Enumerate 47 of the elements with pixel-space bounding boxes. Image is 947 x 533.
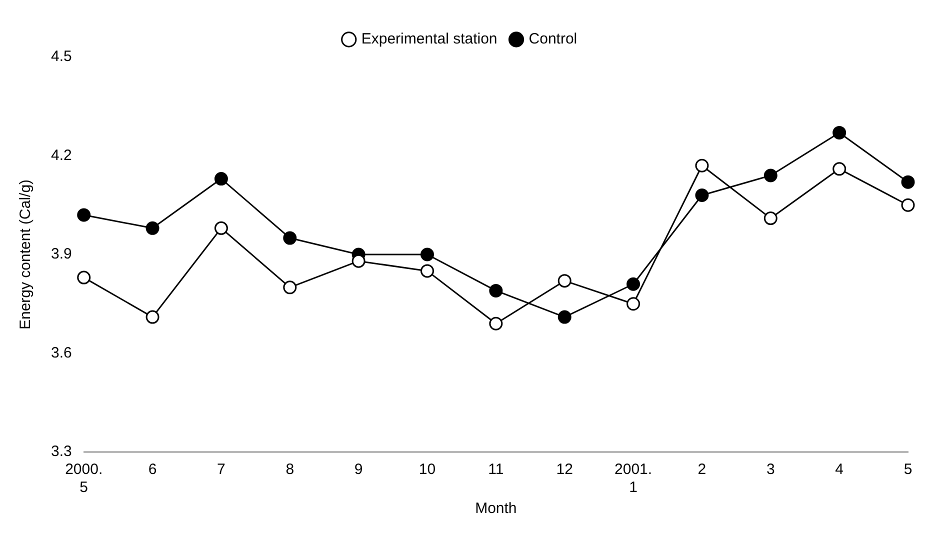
x-tick-label: 2001. 1 bbox=[614, 461, 652, 496]
point bbox=[420, 248, 434, 262]
point bbox=[832, 126, 846, 140]
x-tick-label: 12 bbox=[556, 461, 573, 478]
x-tick-label: 2 bbox=[698, 461, 706, 478]
point bbox=[489, 284, 503, 298]
legend-label: Control bbox=[528, 30, 578, 48]
x-tick-label: 6 bbox=[148, 461, 157, 478]
x-tick-label: 4 bbox=[835, 461, 844, 478]
y-tick-label: 4.5 bbox=[50, 48, 72, 66]
point bbox=[420, 264, 434, 278]
point bbox=[558, 310, 572, 324]
point bbox=[832, 162, 846, 176]
point bbox=[77, 270, 91, 284]
point bbox=[214, 172, 228, 186]
x-tick-label: 10 bbox=[418, 461, 436, 478]
point bbox=[352, 254, 366, 268]
y-tick-label: 3.6 bbox=[50, 344, 72, 362]
x-tick-label: 9 bbox=[354, 461, 363, 478]
y-axis-title: Energy content (Cal/g) bbox=[17, 179, 34, 330]
x-tick-label: 5 bbox=[904, 461, 912, 478]
x-tick-label: 8 bbox=[286, 461, 294, 478]
x-tick-label: 7 bbox=[217, 461, 226, 478]
point bbox=[214, 221, 228, 235]
x-axis-title: Month bbox=[475, 500, 517, 518]
legend-label: Experimental station bbox=[361, 30, 498, 48]
point bbox=[901, 198, 915, 212]
point bbox=[558, 274, 572, 288]
point bbox=[764, 168, 778, 182]
point bbox=[146, 221, 160, 235]
point bbox=[695, 188, 709, 202]
point bbox=[489, 316, 503, 330]
y-tick-label: 3.9 bbox=[50, 246, 72, 263]
y-tick-label: 3.3 bbox=[50, 443, 72, 460]
point bbox=[77, 208, 91, 222]
point bbox=[626, 277, 640, 291]
point bbox=[901, 175, 915, 189]
y-tick-label: 4.2 bbox=[50, 146, 72, 164]
x-tick-label: 2000. 5 bbox=[65, 461, 103, 496]
point bbox=[764, 212, 778, 226]
x-tick-label: 11 bbox=[488, 461, 504, 478]
x-tick-label: 3 bbox=[766, 461, 775, 478]
point bbox=[283, 231, 297, 245]
point bbox=[146, 310, 160, 324]
point bbox=[283, 280, 297, 294]
point bbox=[695, 158, 709, 172]
point bbox=[626, 297, 640, 311]
